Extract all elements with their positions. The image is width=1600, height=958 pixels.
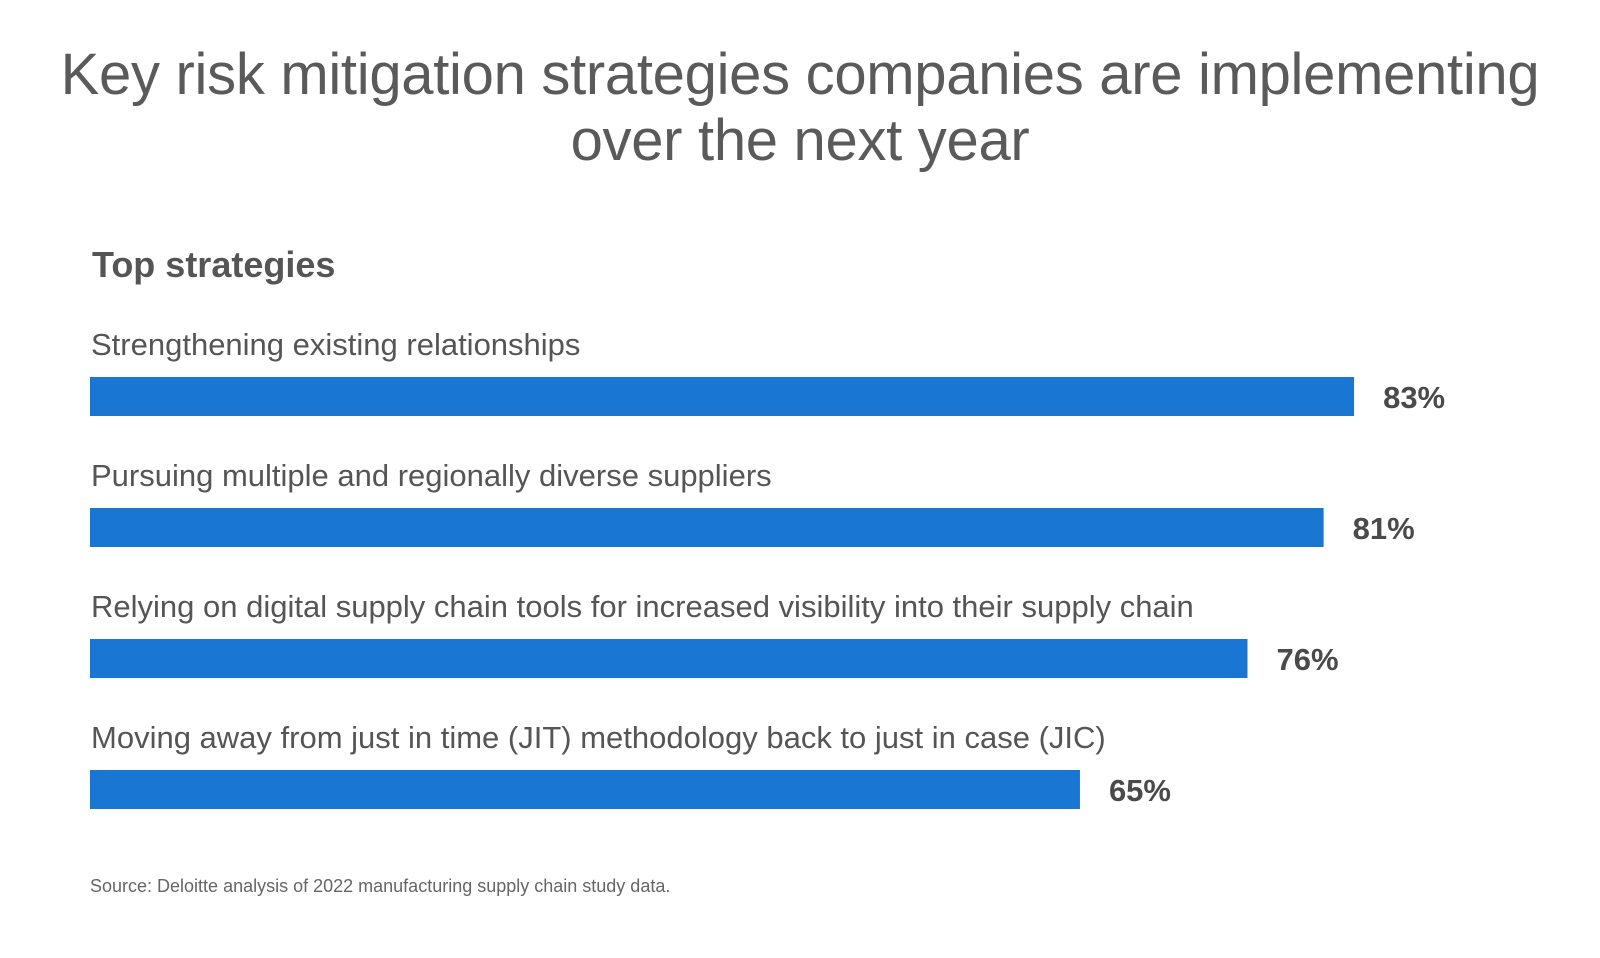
bar-category-label: Strengthening existing relationships [91, 327, 580, 362]
bar [90, 639, 1248, 678]
bar-category-label: Pursuing multiple and regionally diverse… [91, 458, 772, 493]
bar-category-label: Relying on digital supply chain tools fo… [91, 589, 1194, 624]
bar-category-label: Moving away from just in time (JIT) meth… [91, 720, 1106, 755]
source-note: Source: Deloitte analysis of 2022 manufa… [90, 876, 671, 896]
bar-value-label: 65% [1109, 773, 1171, 808]
chart-title: Key risk mitigation strategies companies… [60, 42, 1540, 173]
bar-value-label: 81% [1353, 511, 1415, 546]
bar-value-label: 76% [1276, 642, 1338, 677]
bar [90, 377, 1355, 416]
bar [90, 508, 1324, 547]
chart-subtitle: Top strategies [92, 244, 336, 285]
bar-value-label: 83% [1383, 380, 1445, 415]
bar [90, 770, 1080, 809]
